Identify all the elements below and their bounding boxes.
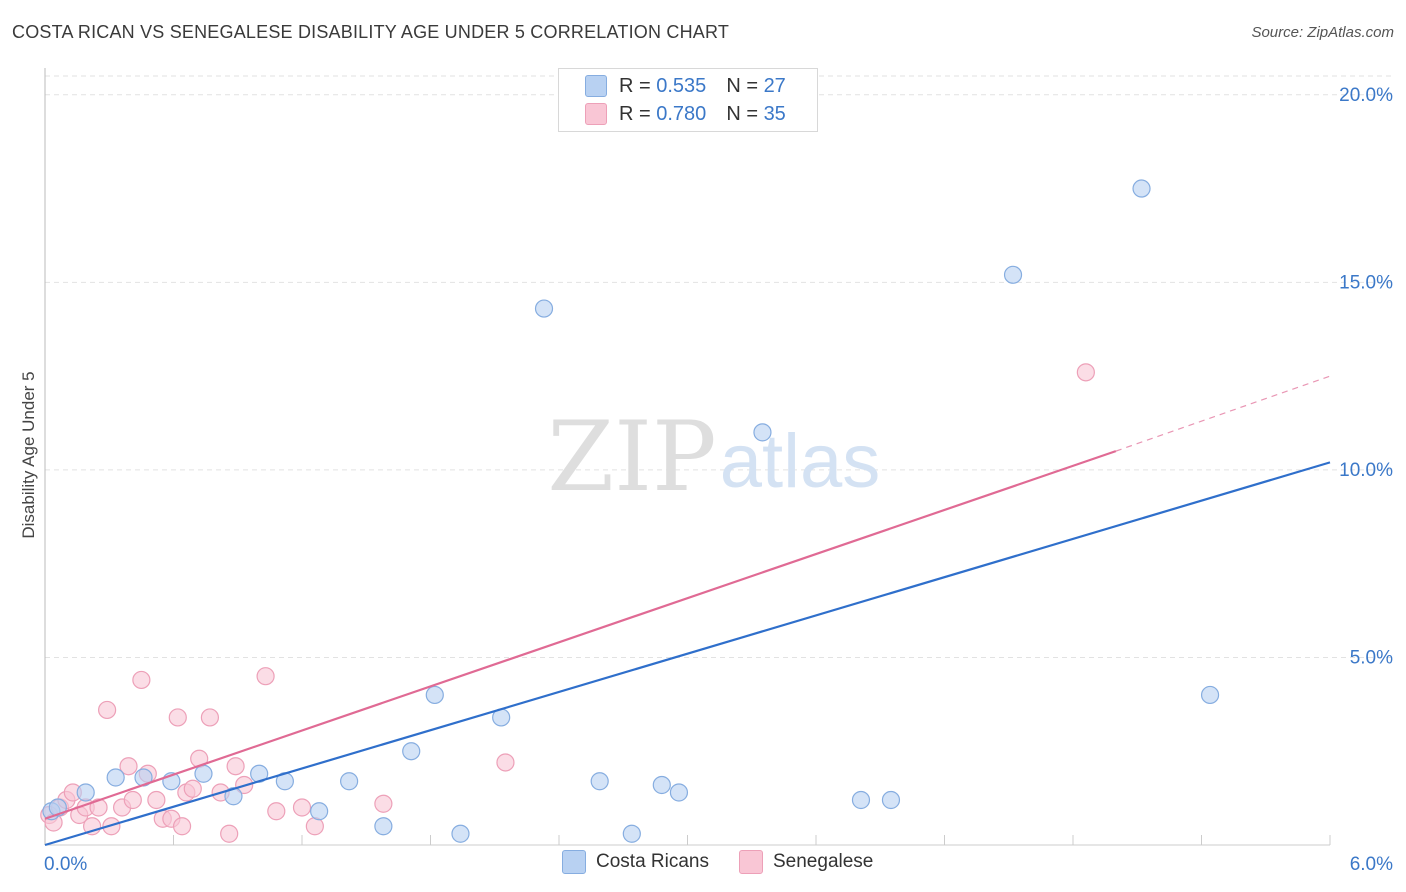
n-label: N = [726, 102, 764, 125]
watermark-atlas: atlas [720, 419, 881, 504]
grid-lines [45, 75, 1395, 658]
watermark-zip: ZIP [547, 401, 716, 513]
senegalese-point [374, 794, 393, 813]
watermark: ZIP atlas [547, 401, 880, 513]
costa-rican-point [534, 299, 554, 318]
costa-rican-point [1003, 265, 1023, 284]
senegalese-point [267, 802, 286, 821]
senegalese-point [305, 817, 324, 836]
senegalese-point [200, 708, 220, 727]
senegalese-point [256, 667, 275, 686]
senegalese-point [89, 798, 108, 817]
n-label: N = [726, 74, 764, 97]
stats-legend: R = 0.535 N = 27 R = 0.780 N = 35 [558, 68, 818, 132]
y-axis-label: Disability Age Under 5 [19, 371, 38, 538]
r-label: R = [619, 74, 657, 97]
x-ticks [173, 835, 1331, 845]
costa-rican-point [76, 783, 95, 802]
y-tick-label: 10.0% [1339, 460, 1393, 481]
costa-rican-point [590, 772, 609, 791]
costa-rican-point [669, 783, 689, 802]
legend-row-costa-ricans: R = 0.535 N = 27 [585, 73, 786, 99]
costa-rican-point [402, 742, 421, 761]
senegalese-point [123, 790, 142, 810]
legend-label: Senegalese [773, 851, 874, 872]
senegalese-point [292, 798, 312, 817]
senegalese-point [1076, 363, 1095, 382]
legend-label: Costa Ricans [596, 851, 709, 872]
source-label: Source: ZipAtlas.com [1251, 24, 1394, 41]
r-value: 0.535 [656, 74, 707, 97]
senegalese-point [132, 670, 151, 690]
r-value: 0.780 [656, 102, 707, 125]
blue-swatch [585, 75, 607, 97]
costa-rican-point [851, 790, 871, 810]
costa-rican-point [451, 824, 470, 843]
n-value: 35 [763, 102, 786, 125]
costa-rican-point [425, 685, 444, 705]
senegalese-point [98, 700, 117, 720]
senegalese-point [119, 757, 138, 776]
x-tick-label: 6.0% [1350, 854, 1393, 875]
costa-rican-point [652, 775, 671, 795]
costa-rican-point [310, 802, 329, 821]
x-tick-label: 0.0% [44, 854, 87, 875]
costa-rican-point [194, 764, 213, 783]
costa-rican-point [340, 772, 359, 791]
senegalese-point [226, 757, 245, 776]
costa-rican-point [753, 423, 772, 442]
costa-rican-point [881, 790, 901, 810]
costa-rican-point [374, 817, 393, 836]
legend-item-senegalese[interactable]: Senegalese [739, 850, 873, 874]
senegalese-trend-extension [1115, 375, 1331, 452]
y-tick-labels: 5.0% 10.0% 15.0% 20.0% [1339, 85, 1393, 669]
costa-rican-trend-line [44, 461, 1331, 847]
x-tick-labels: 0.0% 6.0% [44, 854, 1393, 875]
costa-rican-point [1200, 685, 1220, 705]
y-tick-label: 20.0% [1339, 85, 1393, 106]
pink-swatch [585, 103, 607, 125]
costa-rican-point [106, 768, 125, 787]
chart-title: COSTA RICAN VS SENEGALESE DISABILITY AGE… [12, 22, 730, 42]
pink-swatch [739, 850, 763, 874]
series-legend: Costa Ricans Senegalese [562, 850, 903, 874]
senegalese-point [183, 779, 202, 798]
r-label: R = [619, 102, 657, 125]
costa-rican-point [622, 824, 641, 843]
costa-rican-point [1132, 179, 1151, 198]
blue-swatch [562, 850, 586, 874]
senegalese-point [220, 824, 239, 843]
y-tick-label: 15.0% [1339, 272, 1393, 293]
senegalese-point [147, 790, 166, 810]
senegalese-point [496, 753, 515, 772]
senegalese-trend-line [44, 450, 1117, 820]
y-tick-label: 5.0% [1350, 647, 1393, 668]
n-value: 27 [763, 74, 786, 97]
senegalese-point [168, 708, 187, 727]
senegalese-point [172, 817, 192, 836]
costa-rican-points [42, 179, 1220, 843]
legend-row-senegalese: R = 0.780 N = 35 [585, 101, 786, 127]
legend-item-costa-ricans[interactable]: Costa Ricans [562, 850, 709, 874]
trend-lines [44, 375, 1331, 847]
